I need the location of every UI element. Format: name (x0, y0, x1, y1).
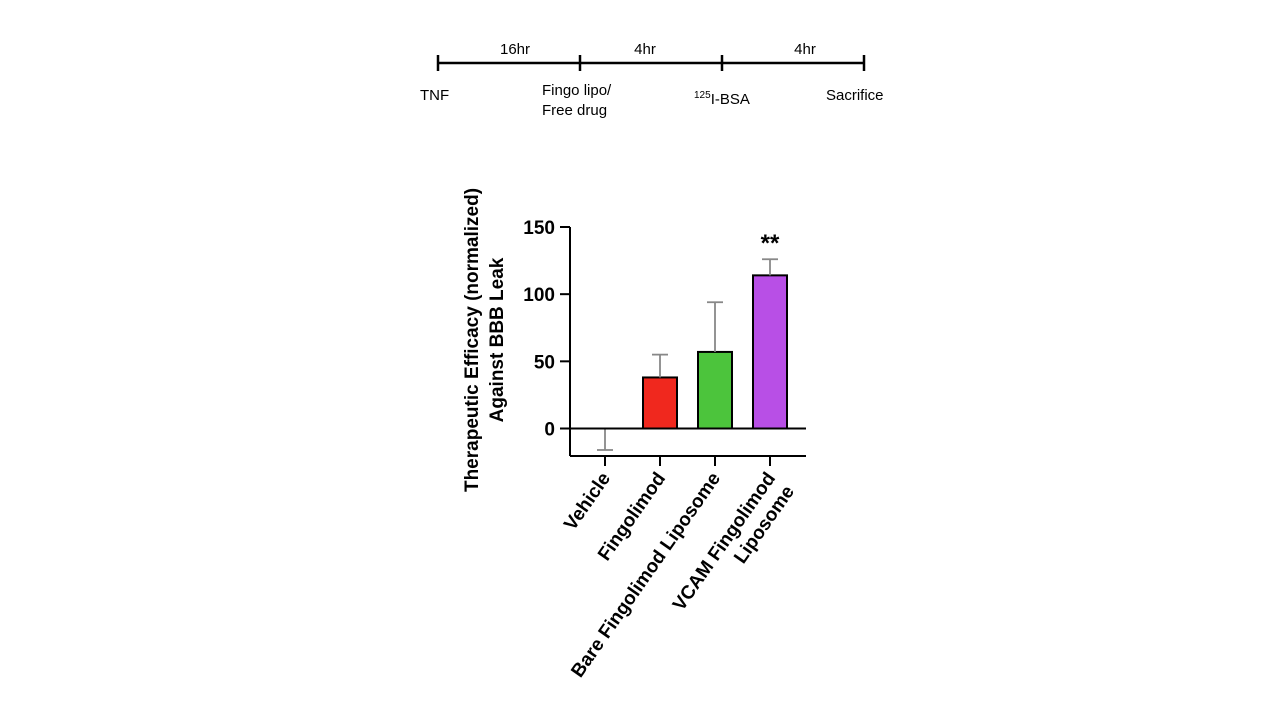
experiment-timeline: 16hr 4hr 4hr TNF Fingo lipo/ Free drug 1… (420, 41, 884, 119)
event-label-fingo-line2: Free drug (542, 102, 607, 119)
segment-duration-label: 4hr (634, 41, 656, 58)
bsa-text: I-BSA (711, 91, 750, 108)
event-label-tnf: TNF (420, 87, 449, 104)
y-axis-title-text: Therapeutic Efficacy (normalized) Against… (462, 188, 508, 492)
bar-fingolimod (642, 376, 678, 430)
y-tick-label: 150 (523, 218, 555, 239)
bar-chart: Therapeutic Efficacy (normalized) Against… (462, 188, 806, 681)
event-label-bsa: 125I-BSA (694, 90, 750, 108)
y-axis-title-line: Therapeutic Efficacy (normalized) (462, 188, 483, 492)
segment-duration-label: 16hr (500, 41, 530, 58)
event-label-sacrifice: Sacrifice (826, 87, 884, 104)
bar-bare-fingolimod-liposome (697, 350, 733, 430)
significance-marker: ** (761, 230, 780, 257)
event-label-fingo-line1: Fingo lipo/ (542, 82, 612, 99)
x-category-label: VCAM FingolimodLiposome (669, 469, 799, 628)
y-axis: 0 50 100 150 (523, 218, 571, 456)
y-tick-label: 100 (523, 285, 555, 306)
y-axis-title: Therapeutic Efficacy (normalized) Against… (462, 188, 508, 492)
segment-duration-label: 4hr (794, 41, 816, 58)
significance-annotations: ** (761, 230, 780, 257)
y-axis-title-line: Against BBB Leak (487, 257, 508, 422)
x-category-label-line: Vehicle (560, 469, 615, 535)
x-category-label: Vehicle (560, 469, 615, 535)
y-tick-label: 50 (534, 352, 555, 373)
error-bars (597, 258, 778, 451)
y-tick-label: 0 (544, 420, 555, 441)
bar-vcam-fingolimod-liposome (752, 274, 788, 430)
bsa-superscript: 125 (694, 90, 711, 101)
